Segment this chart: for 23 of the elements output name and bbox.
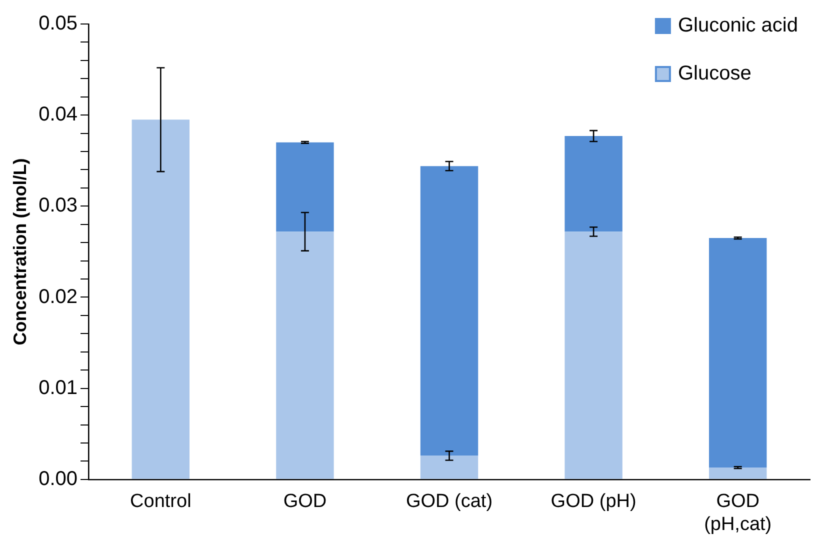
legend-label: Glucose [678,62,752,85]
y-tick-label: 0.05 [38,12,78,35]
x-tick-label: GOD (pH) [550,491,636,512]
bar [708,238,767,468]
y-tick-label: 0.04 [38,104,78,126]
x-tick-label: GOD (pH,cat) [704,491,772,535]
legend-label: Gluconic acid [678,14,798,37]
bar [420,166,478,456]
y-tick-label: 0.01 [38,376,78,399]
x-tick-label: GOD (cat) [406,491,493,512]
bar [420,456,478,479]
y-tick-label: 0.00 [38,468,78,490]
y-tick-label: 0.03 [38,194,78,217]
bar [276,232,334,479]
y-axis-title: Concentration (mol/L) [10,158,30,346]
y-tick-label: 0.02 [38,286,78,308]
bar [132,120,190,479]
bar [708,468,767,479]
x-tick-label: GOD [283,491,327,512]
x-tick-label: Control [130,491,192,512]
bar [276,142,334,232]
bar [564,136,622,232]
bar [564,232,622,479]
